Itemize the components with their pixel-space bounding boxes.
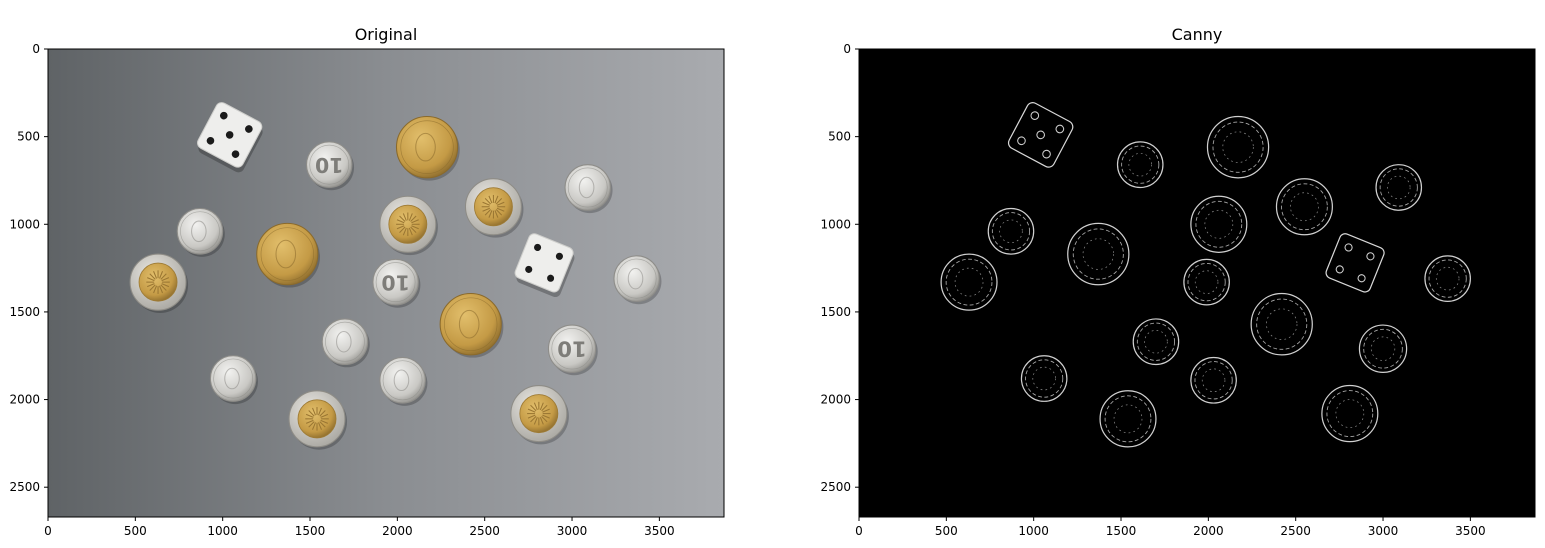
die-pip [225, 131, 234, 139]
coin-edges [1067, 222, 1130, 286]
coin-denomination: 10 [557, 336, 587, 361]
x-tick-label: 1000 [207, 524, 238, 538]
coin-denomination: 10 [381, 270, 409, 294]
coin: 10 [372, 258, 421, 308]
edge-background [859, 49, 1535, 517]
panel-canny: Canny 0 500 1000 1500 2000 2500 3000 3500 0 500 10… [820, 25, 1536, 538]
die-pip [220, 111, 228, 120]
y-tick-label: 1500 [9, 305, 40, 319]
coin [209, 355, 258, 405]
die [197, 102, 263, 173]
x-tick-label: 2500 [469, 524, 500, 538]
x-tick-label: 500 [124, 524, 147, 538]
coin: 10 [305, 141, 355, 191]
x-tick-label: 1500 [1106, 524, 1137, 538]
panel-title-canny: Canny [1172, 25, 1223, 44]
coin-edges [940, 253, 998, 311]
x-tick-label: 1500 [295, 524, 326, 538]
y-tick-label: 1000 [820, 217, 851, 231]
coin-edges [1116, 141, 1164, 189]
coin-edges [1183, 258, 1230, 306]
die-pip [206, 136, 215, 145]
x-tick-label: 3000 [557, 524, 588, 538]
coin-edges [1132, 318, 1180, 366]
coin-denomination: 10 [315, 153, 343, 177]
coin [613, 255, 662, 305]
coin-edges [987, 207, 1035, 255]
coin-edges [1190, 195, 1248, 253]
y-tick-label: 500 [828, 130, 851, 144]
x-tick-label: 3500 [644, 524, 675, 538]
die-pip [231, 150, 240, 158]
coin [321, 318, 370, 368]
x-tick-label: 3000 [1368, 524, 1399, 538]
die-pip [534, 243, 542, 251]
y-tick-label: 500 [17, 130, 40, 144]
coin [176, 207, 225, 257]
die-pip [547, 274, 555, 282]
y-tick-label: 0 [843, 42, 851, 56]
y-tick-label: 1500 [820, 305, 851, 319]
coin-edges [1250, 292, 1313, 356]
coin [379, 356, 428, 406]
coin [256, 222, 320, 288]
x-tick-label: 1000 [1018, 524, 1049, 538]
x-tick-label: 0 [855, 524, 863, 538]
coin [564, 164, 613, 214]
coin [464, 178, 524, 238]
coin-edges [1321, 384, 1379, 443]
plot-area-canny [859, 49, 1535, 517]
coin-edges [1099, 390, 1157, 448]
coin [288, 390, 348, 450]
x-tick-label: 2000 [382, 524, 413, 538]
die-pip [245, 125, 253, 133]
coin-edges [1375, 164, 1423, 211]
coin [395, 115, 460, 181]
y-tick-label: 2000 [820, 393, 851, 407]
die-pip [555, 252, 563, 260]
panel-title-original: Original [355, 25, 418, 44]
die-edges [1007, 102, 1074, 168]
x-tick-label: 2000 [1193, 524, 1224, 538]
y-tick-label: 2000 [9, 393, 40, 407]
axes-frame-canny [858, 48, 1536, 518]
x-tick-label: 3500 [1455, 524, 1486, 538]
y-tick-label: 1000 [9, 217, 40, 231]
axes-frame-original [47, 48, 725, 518]
coin-edges [1206, 115, 1270, 179]
plot-area-original: 10 10 10 [48, 49, 724, 517]
die-edges [1325, 233, 1385, 293]
coin: 10 [547, 324, 598, 376]
die-pip [525, 265, 533, 273]
y-tick-label: 2500 [9, 480, 40, 494]
x-tick-label: 500 [935, 524, 958, 538]
coin-edges [1358, 324, 1408, 374]
coin [439, 292, 504, 358]
y-tick-label: 0 [32, 42, 40, 56]
x-tick-label: 0 [44, 524, 52, 538]
coin [129, 253, 189, 313]
y-tick-label: 2500 [820, 480, 851, 494]
x-tick-label: 2500 [1280, 524, 1311, 538]
coin [379, 195, 438, 256]
coin [510, 385, 569, 445]
panel-original: Original 10 10 10 0 500 1000 1500 2000 2500 3000… [9, 25, 725, 538]
coin-edges [1424, 255, 1471, 303]
die [514, 233, 575, 298]
